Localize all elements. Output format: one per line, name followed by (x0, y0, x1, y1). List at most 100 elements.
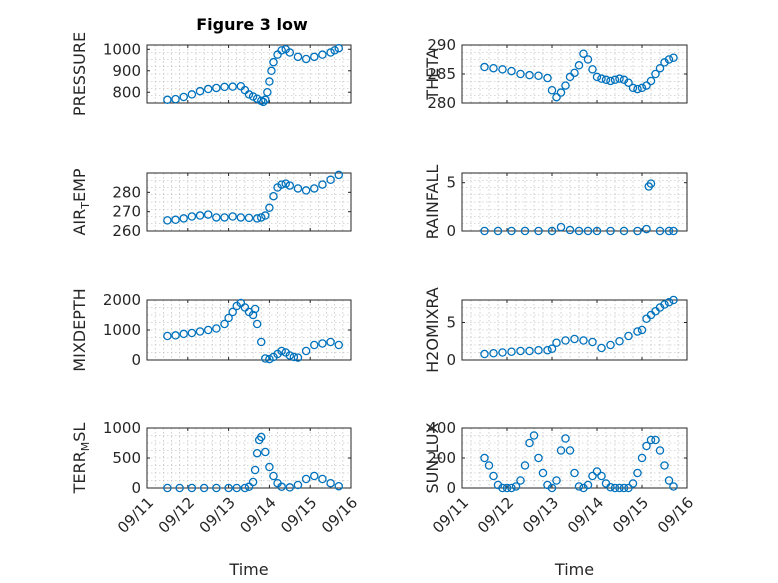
data-point (507, 347, 516, 356)
data-point (633, 84, 642, 94)
data-point (615, 336, 624, 346)
data-point (334, 43, 344, 53)
data-point (597, 343, 606, 353)
x-tick-label: 09/15 (277, 494, 320, 537)
data-point (642, 224, 651, 234)
data-point (574, 482, 584, 491)
data-point (310, 471, 319, 481)
data-point (502, 483, 512, 493)
data-point (516, 346, 525, 356)
data-point (493, 226, 503, 236)
data-point (199, 483, 209, 493)
data-point (293, 353, 303, 362)
data-point (265, 354, 274, 364)
data-point (498, 348, 507, 357)
data-point (498, 65, 507, 74)
data-point (203, 325, 213, 335)
data-point (664, 476, 674, 485)
data-point (624, 483, 633, 493)
data-point (669, 295, 678, 305)
data-point (248, 477, 258, 487)
data-point (646, 76, 656, 86)
data-point (203, 84, 213, 94)
data-point (310, 184, 319, 193)
data-point (489, 471, 498, 481)
data-point (588, 471, 597, 481)
data-point (592, 226, 602, 236)
data-point (269, 191, 278, 201)
data-point (646, 435, 656, 445)
data-point (480, 349, 489, 359)
data-point (301, 346, 311, 356)
y-tick-label: 200 (427, 449, 456, 467)
data-point (187, 212, 197, 221)
x-tick-label: 09/16 (318, 494, 361, 537)
data-point (534, 71, 543, 80)
data-point (606, 226, 615, 236)
data-point (318, 339, 327, 348)
data-point (318, 180, 327, 189)
data-point (525, 438, 534, 448)
subplot-8: 0 200 400 09/11 09/12 09/13 09/14 09/15 09/16 Tim… (423, 419, 697, 579)
data-point (232, 483, 242, 493)
data-point (330, 46, 339, 55)
data-point (552, 92, 561, 102)
data-point (212, 83, 221, 93)
data-point (610, 483, 620, 493)
data-point (592, 72, 602, 82)
data-point (301, 474, 311, 484)
data-point (285, 483, 295, 492)
data-point (281, 179, 290, 188)
subplot-1: 800 900 1000 PRESSURE (70, 32, 352, 116)
data-point (583, 226, 593, 236)
data-point (252, 319, 262, 329)
data-point (516, 69, 525, 79)
x-tick-label: 09/16 (654, 494, 697, 537)
data-point (187, 483, 197, 493)
data-point (277, 482, 286, 492)
y-tick-label: 0 (131, 479, 141, 497)
data-point (318, 50, 327, 59)
data-point (547, 344, 557, 353)
data-point (664, 297, 674, 307)
data-point (561, 81, 570, 90)
data-point (250, 465, 260, 475)
data-point (664, 55, 674, 64)
data-point (285, 181, 295, 190)
data-point (256, 213, 266, 222)
data-point (637, 83, 647, 93)
data-point (277, 180, 286, 189)
data-point (293, 52, 303, 62)
data-point (236, 213, 246, 222)
y-tick-label: 0 (131, 351, 141, 369)
data-point (633, 327, 642, 336)
data-point (334, 170, 344, 180)
data-point (579, 49, 588, 58)
y-tick-label: 5 (446, 174, 456, 192)
data-point (511, 482, 521, 491)
data-point (220, 319, 229, 329)
y-tick-label: 900 (112, 62, 141, 80)
x-tick-label: 09/12 (155, 494, 198, 537)
data-point (310, 340, 319, 350)
data-point (171, 215, 180, 225)
y-tick-label: 1000 (103, 321, 141, 339)
data-point (543, 345, 552, 355)
data-point (565, 446, 575, 455)
data-point (628, 479, 638, 488)
y-tick-label: 270 (112, 203, 141, 221)
data-point (633, 468, 642, 478)
data-point (326, 478, 335, 488)
data-point (507, 226, 516, 236)
data-point (195, 86, 205, 96)
data-point (263, 88, 272, 97)
data-point (637, 325, 647, 335)
data-point (570, 334, 579, 344)
data-point (615, 74, 624, 83)
y-tick-label: 280 (427, 94, 456, 112)
data-point (248, 92, 258, 101)
data-point (265, 462, 274, 472)
data-point (220, 213, 229, 222)
data-point (552, 476, 561, 485)
